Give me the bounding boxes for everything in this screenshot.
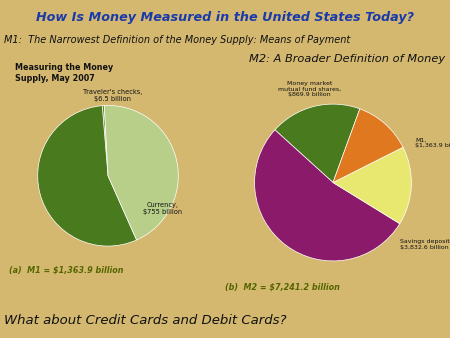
Wedge shape: [102, 105, 108, 176]
Wedge shape: [275, 104, 360, 183]
Text: Money market
mutual fund shares,
$869.9 billion: Money market mutual fund shares, $869.9 …: [278, 81, 341, 97]
Text: Savings deposits,
$3,832.6 billion: Savings deposits, $3,832.6 billion: [400, 239, 450, 250]
Wedge shape: [333, 147, 411, 224]
Wedge shape: [38, 106, 137, 246]
Wedge shape: [104, 105, 178, 240]
Text: M1:  The Narrowest Definition of the Money Supply: Means of Payment: M1: The Narrowest Definition of the Mone…: [4, 35, 351, 46]
Text: (a)  M1 = $1,363.9 billion: (a) M1 = $1,363.9 billion: [9, 265, 123, 274]
Text: What about Credit Cards and Debit Cards?: What about Credit Cards and Debit Cards?: [4, 314, 287, 327]
Text: Small time
deposits,
$1,174.8 billion: Small time deposits, $1,174.8 billion: [0, 337, 1, 338]
Text: Measuring the Money
Supply, May 2007: Measuring the Money Supply, May 2007: [15, 63, 113, 82]
Text: Traveler's checks,
$6.5 billion: Traveler's checks, $6.5 billion: [83, 89, 143, 102]
Text: Currency,
$755 billion: Currency, $755 billion: [143, 202, 182, 215]
Text: How Is Money Measured in the United States Today?: How Is Money Measured in the United Stat…: [36, 11, 414, 24]
Wedge shape: [255, 130, 400, 261]
Text: (b)  M2 = $7,241.2 billion: (b) M2 = $7,241.2 billion: [225, 282, 340, 291]
Text: M2: A Broader Definition of Money: M2: A Broader Definition of Money: [249, 54, 446, 64]
Wedge shape: [333, 109, 403, 183]
Text: M1,
$1,363.9 billion: M1, $1,363.9 billion: [415, 138, 450, 148]
Text: Checking
account
deposits,
$602.4 billion: Checking account deposits, $602.4 billio…: [0, 337, 1, 338]
